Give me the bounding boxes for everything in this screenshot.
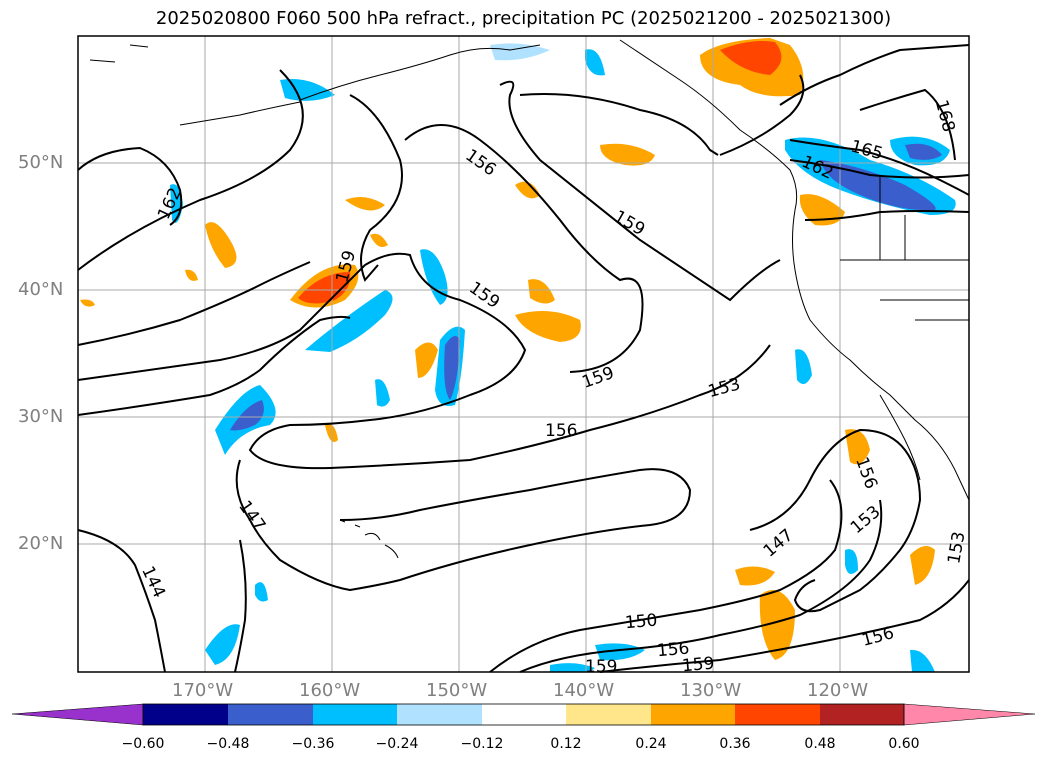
lon-label-140w: 140°W xyxy=(553,680,615,701)
lon-label-130w: 130°W xyxy=(680,680,742,701)
colorbar-tick: −0.36 xyxy=(291,736,335,752)
contour-label: 159 xyxy=(610,207,648,241)
colorbar-segment xyxy=(143,704,228,725)
colorbar-segment xyxy=(313,704,397,725)
colorbar xyxy=(11,703,1036,726)
map-frame xyxy=(77,35,970,673)
contour-label: 153 xyxy=(944,530,969,565)
lon-label-150w: 150°W xyxy=(426,680,488,701)
contour-label: 168 xyxy=(931,98,959,135)
contour-label: 156 xyxy=(656,639,690,662)
lat-label-50n: 50°N xyxy=(18,152,64,173)
lon-label-160w: 160°W xyxy=(299,680,361,701)
graticule xyxy=(78,36,969,672)
contour-label: 159 xyxy=(465,278,503,313)
colorbar-tick: 0.12 xyxy=(550,736,582,752)
height-contours xyxy=(77,44,970,673)
contour-label: 159 xyxy=(681,654,715,677)
colorbar-segment xyxy=(566,704,651,725)
contour-label: 150 xyxy=(624,611,658,634)
colorbar-segment xyxy=(735,704,820,725)
lat-label-30n: 30°N xyxy=(18,406,64,427)
colorbar-segment xyxy=(651,704,735,725)
colorbar-tick: −0.24 xyxy=(375,736,419,752)
colorbar-segment xyxy=(228,704,313,725)
contour-label: 147 xyxy=(234,497,269,535)
colorbar-tick: 0.36 xyxy=(719,736,751,752)
colorbar-tick: 0.24 xyxy=(635,736,667,752)
colorbar-extend-low xyxy=(11,703,144,726)
colorbar-segment xyxy=(820,704,904,725)
colorbar-tick: 0.60 xyxy=(888,736,920,752)
contour-label: 153 xyxy=(706,374,743,402)
contour-label: 159 xyxy=(585,657,617,677)
colorbar-tick: 0.48 xyxy=(804,736,836,752)
contour-label: 147 xyxy=(760,525,798,561)
contour-label: 156 xyxy=(851,454,881,491)
lat-label-20n: 20°N xyxy=(18,533,64,554)
contour-label: 156 xyxy=(860,623,897,651)
colorbar-tick: −0.60 xyxy=(121,736,165,752)
colorbar-segment xyxy=(397,704,482,725)
contour-label: 159 xyxy=(580,363,617,393)
lat-label-40n: 40°N xyxy=(18,279,64,300)
coastlines xyxy=(89,39,970,559)
colorbar-segment xyxy=(482,704,566,725)
lon-label-170w: 170°W xyxy=(172,680,234,701)
lon-label-120w: 120°W xyxy=(807,680,869,701)
precip-shading xyxy=(80,38,956,672)
colorbar-tick: −0.48 xyxy=(206,736,250,752)
map-title: 2025020800 F060 500 hPa refract., precip… xyxy=(155,8,892,29)
colorbar-extend-high xyxy=(903,703,1036,726)
colorbar-tick: −0.12 xyxy=(460,736,504,752)
contour-label: 156 xyxy=(545,421,577,441)
